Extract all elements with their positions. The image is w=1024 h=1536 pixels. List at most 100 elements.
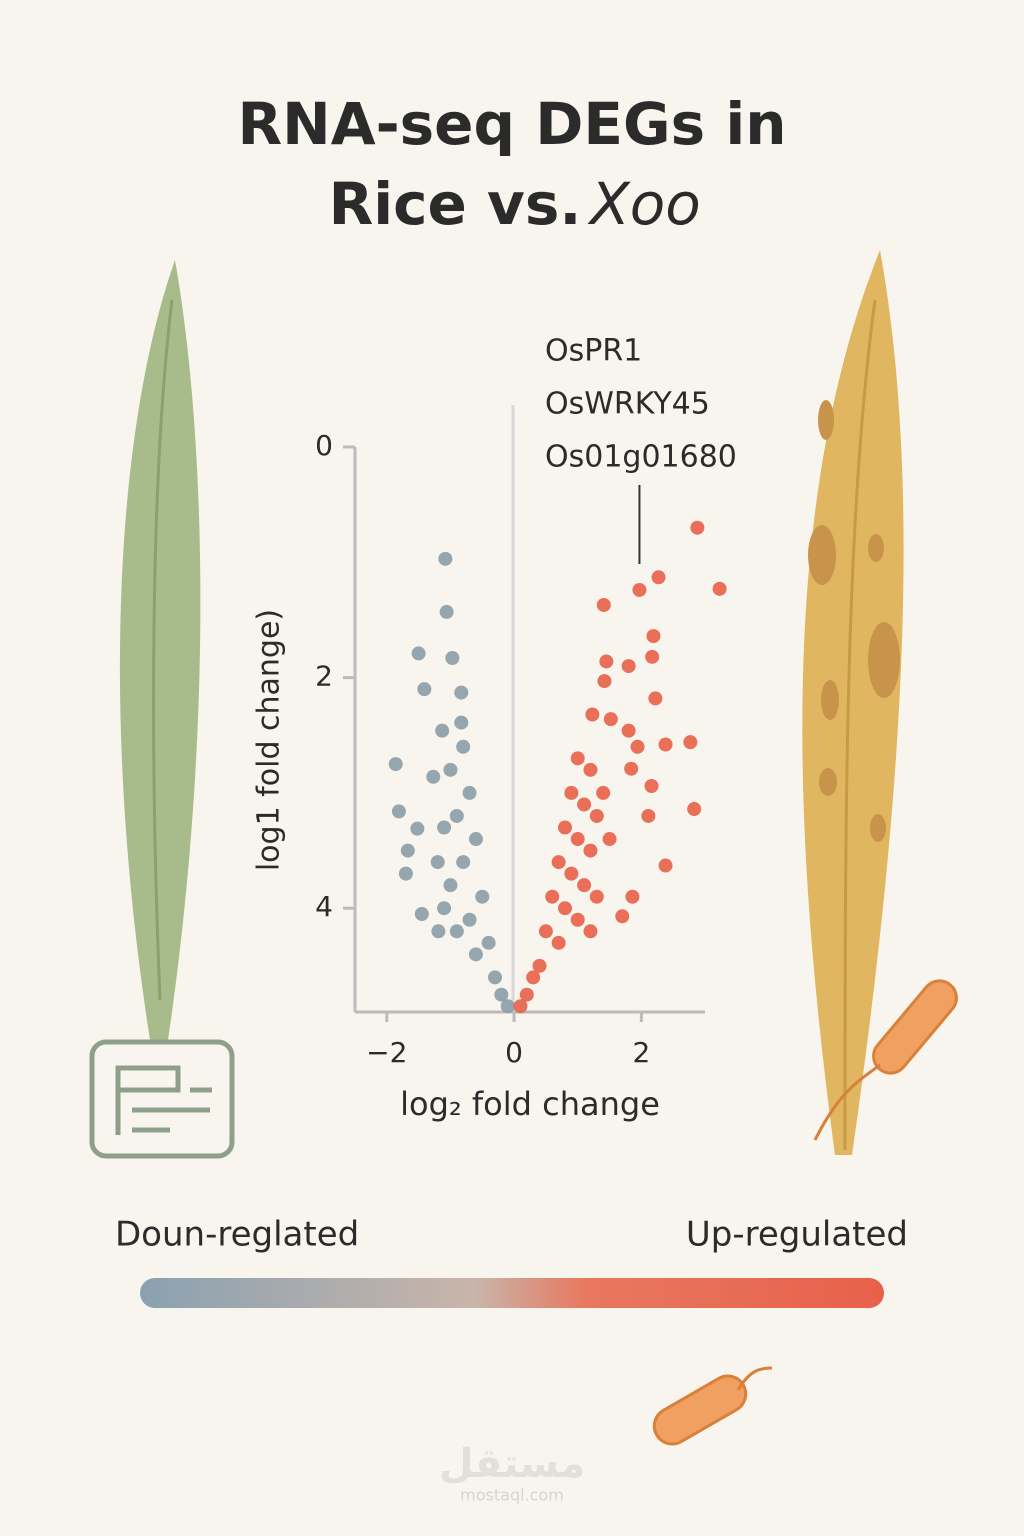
point	[577, 878, 592, 893]
point	[641, 808, 656, 823]
point	[597, 674, 612, 689]
point	[545, 889, 560, 904]
point	[435, 723, 450, 738]
point	[437, 820, 452, 835]
watermark-site: mostaql.com	[460, 1486, 564, 1505]
legend-label: Doun-reglated	[115, 1215, 359, 1255]
chart-title: Rice vs.	[329, 170, 582, 238]
point	[644, 779, 659, 793]
point	[391, 804, 406, 819]
point	[645, 649, 660, 664]
x-tick-label: 0	[505, 1036, 523, 1069]
point	[454, 715, 469, 730]
point	[449, 924, 464, 939]
point	[488, 970, 502, 985]
point	[558, 820, 572, 835]
point	[431, 924, 446, 939]
point	[599, 654, 614, 669]
point	[596, 785, 611, 800]
point	[532, 958, 547, 973]
point	[632, 582, 647, 597]
gene-label: OsPR1	[545, 334, 642, 369]
point	[625, 889, 640, 904]
point	[570, 832, 585, 847]
point	[445, 651, 460, 666]
point	[456, 855, 471, 870]
infected-leaf	[652, 250, 958, 1446]
point	[500, 999, 515, 1014]
point	[558, 901, 572, 916]
point	[411, 646, 426, 661]
point	[494, 987, 509, 1002]
point	[583, 843, 598, 858]
y-tick-label: 2	[315, 660, 333, 693]
point	[414, 906, 429, 921]
point	[589, 889, 604, 904]
point	[570, 912, 585, 927]
color-bar	[140, 1278, 884, 1308]
point	[658, 737, 673, 752]
point	[400, 843, 415, 858]
chart-title-species: Xoo	[587, 170, 701, 238]
point	[410, 821, 425, 836]
x-tick-label: 2	[632, 1036, 650, 1069]
gene-label: OsWRKY45	[545, 387, 710, 422]
point	[430, 855, 445, 870]
point	[564, 785, 579, 800]
point	[646, 629, 661, 644]
point	[443, 762, 458, 777]
point	[648, 691, 663, 706]
point	[589, 808, 604, 823]
point	[388, 757, 403, 772]
point	[712, 581, 727, 596]
point	[551, 935, 566, 950]
point	[564, 866, 579, 881]
point	[602, 832, 617, 847]
point	[526, 970, 541, 985]
point	[481, 935, 496, 950]
point	[621, 723, 636, 738]
healthy-leaf	[89, 260, 235, 1159]
point	[570, 751, 585, 766]
point	[513, 999, 528, 1014]
point	[462, 912, 477, 927]
point	[456, 739, 471, 754]
point	[603, 712, 618, 727]
point	[398, 866, 413, 881]
point	[596, 597, 611, 612]
y-axis-label: log1 fold change)	[252, 609, 287, 871]
y-tick-label: 0	[315, 429, 333, 462]
point	[443, 878, 458, 893]
point	[651, 570, 666, 585]
y-tick-label: 4	[315, 890, 333, 923]
point	[437, 901, 452, 916]
point	[438, 551, 453, 566]
point	[621, 659, 636, 674]
point	[624, 761, 639, 776]
point	[417, 682, 432, 697]
point	[658, 858, 673, 873]
point	[551, 855, 566, 870]
legend-label: Up-regulated	[686, 1215, 908, 1255]
point	[585, 707, 600, 722]
point	[683, 735, 698, 750]
point	[690, 520, 705, 535]
gene-label: Os01g01680	[545, 440, 737, 475]
point	[630, 739, 645, 754]
point	[426, 769, 441, 784]
point	[468, 947, 483, 962]
point	[583, 924, 598, 939]
point	[538, 924, 553, 939]
watermark: مستقل	[439, 1441, 585, 1487]
point	[615, 909, 630, 924]
point	[449, 808, 464, 823]
point	[519, 987, 534, 1002]
point	[454, 685, 469, 700]
point	[687, 802, 702, 817]
x-axis-label: log₂ fold change	[400, 1085, 660, 1123]
point	[583, 762, 598, 777]
point	[577, 797, 592, 812]
point	[475, 889, 490, 904]
